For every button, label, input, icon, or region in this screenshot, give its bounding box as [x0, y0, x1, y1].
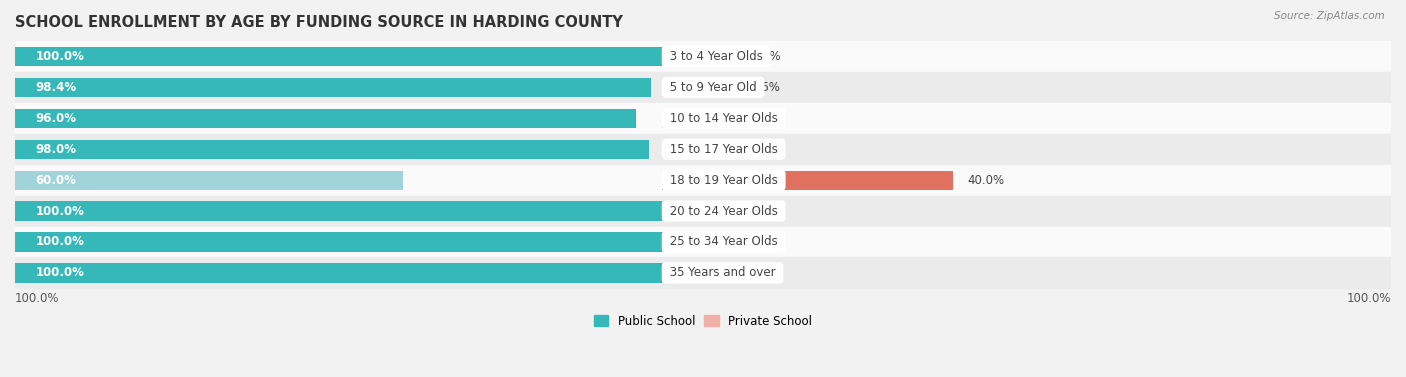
Legend: Public School, Private School: Public School, Private School — [589, 310, 817, 333]
Text: 0.0%: 0.0% — [751, 236, 780, 248]
Text: 100.0%: 100.0% — [1347, 292, 1391, 305]
Text: 5 to 9 Year Old: 5 to 9 Year Old — [666, 81, 761, 94]
Text: 3 to 4 Year Olds: 3 to 4 Year Olds — [666, 50, 766, 63]
Text: 15 to 17 Year Olds: 15 to 17 Year Olds — [666, 143, 782, 156]
Bar — [662, 139, 737, 159]
Bar — [15, 134, 1391, 165]
Text: 100.0%: 100.0% — [35, 267, 84, 279]
Bar — [662, 232, 737, 251]
Text: 18 to 19 Year Olds: 18 to 19 Year Olds — [666, 173, 782, 187]
Text: 0.0%: 0.0% — [751, 267, 780, 279]
Bar — [15, 232, 662, 251]
Text: 0.0%: 0.0% — [751, 50, 780, 63]
Text: SCHOOL ENROLLMENT BY AGE BY FUNDING SOURCE IN HARDING COUNTY: SCHOOL ENROLLMENT BY AGE BY FUNDING SOUR… — [15, 15, 623, 30]
Text: 98.0%: 98.0% — [35, 143, 77, 156]
Bar — [662, 78, 737, 97]
Text: 1.6%: 1.6% — [751, 81, 782, 94]
Text: Source: ZipAtlas.com: Source: ZipAtlas.com — [1274, 11, 1385, 21]
Bar — [15, 257, 1391, 288]
Text: 4.0%: 4.0% — [751, 112, 780, 125]
Bar — [15, 109, 636, 128]
Bar — [15, 41, 1391, 72]
Bar — [15, 165, 1391, 196]
Text: 2.0%: 2.0% — [751, 143, 780, 156]
Bar — [15, 78, 651, 97]
Bar — [662, 47, 737, 66]
Text: 20 to 24 Year Olds: 20 to 24 Year Olds — [666, 205, 782, 218]
Text: 100.0%: 100.0% — [35, 205, 84, 218]
Bar — [662, 263, 737, 282]
Text: 35 Years and over: 35 Years and over — [666, 267, 779, 279]
Text: 60.0%: 60.0% — [35, 173, 76, 187]
Text: 10 to 14 Year Olds: 10 to 14 Year Olds — [666, 112, 782, 125]
Bar — [15, 196, 1391, 227]
Bar — [15, 170, 404, 190]
Text: 100.0%: 100.0% — [35, 50, 84, 63]
Bar — [662, 170, 953, 190]
Bar — [15, 103, 1391, 134]
Bar — [15, 72, 1391, 103]
Text: 100.0%: 100.0% — [35, 236, 84, 248]
Text: 40.0%: 40.0% — [967, 173, 1004, 187]
Bar — [15, 201, 662, 221]
Bar — [15, 227, 1391, 257]
Bar — [662, 201, 737, 221]
Text: 0.0%: 0.0% — [751, 205, 780, 218]
Text: 100.0%: 100.0% — [15, 292, 59, 305]
Text: 25 to 34 Year Olds: 25 to 34 Year Olds — [666, 236, 782, 248]
Text: 98.4%: 98.4% — [35, 81, 77, 94]
Bar — [662, 109, 737, 128]
Bar — [15, 47, 662, 66]
Bar — [15, 263, 662, 282]
Text: 96.0%: 96.0% — [35, 112, 77, 125]
Bar — [15, 139, 648, 159]
